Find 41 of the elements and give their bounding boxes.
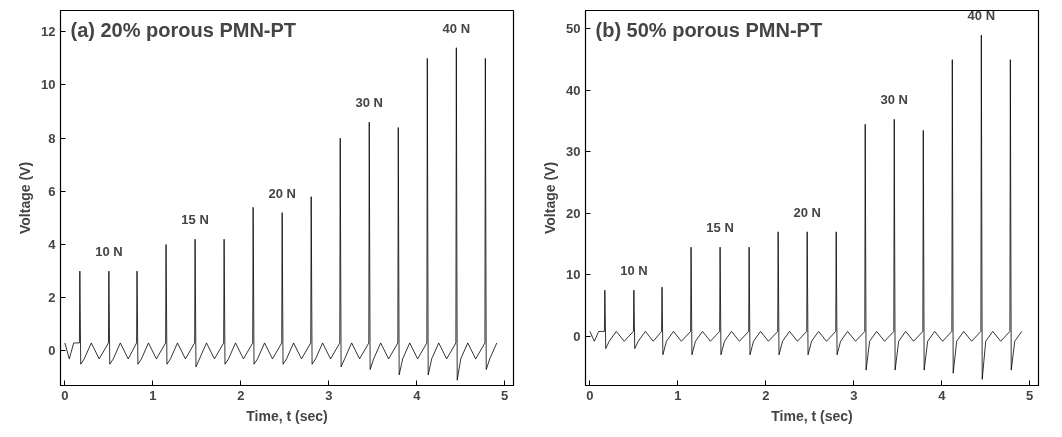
x-tick-label: 2 [237, 387, 245, 403]
annotation: 10 N [620, 263, 648, 279]
y-tick-label: 10 [41, 77, 56, 93]
y-tick-label: 30 [566, 144, 581, 160]
x-tick-label: 2 [762, 387, 770, 403]
x-tick-label: 1 [149, 387, 157, 403]
y-tick-label: 40 [566, 82, 581, 98]
x-tick-label: 3 [325, 387, 333, 403]
y-axis-title: Voltage (V) [542, 161, 559, 235]
annotation: 30 N [355, 95, 383, 111]
chart-title: (b) 50% porous PMN-PT [595, 18, 823, 41]
y-tick-label: 0 [48, 343, 56, 359]
y-tick-label: 10 [566, 267, 581, 283]
x-tick-label: 1 [674, 387, 682, 403]
annotation: 20 N [793, 204, 821, 220]
y-tick-label: 50 [566, 21, 581, 37]
annotation: 30 N [880, 92, 908, 108]
x-tick-label: 4 [938, 387, 947, 403]
y-tick-label: 6 [48, 183, 56, 199]
x-axis-title: Time, t (sec) [246, 407, 328, 424]
chart-title: (a) 20% porous PMN-PT [70, 18, 297, 41]
annotation: 15 N [706, 220, 734, 236]
y-tick-label: 12 [41, 24, 56, 40]
y-tick-label: 20 [566, 205, 581, 221]
x-tick-label: 0 [586, 387, 594, 403]
y-tick-label: 0 [573, 328, 581, 344]
annotation: 40 N [967, 8, 996, 24]
annotation: 40 N [442, 20, 471, 36]
annotation: 15 N [181, 212, 209, 228]
y-tick-label: 4 [48, 237, 57, 253]
x-tick-label: 0 [61, 387, 69, 403]
x-tick-label: 5 [1026, 387, 1034, 403]
y-tick-label: 8 [48, 130, 56, 146]
y-tick-label: 2 [48, 290, 56, 306]
x-tick-label: 5 [501, 387, 509, 403]
y-axis-title: Voltage (V) [17, 161, 34, 235]
annotation: 20 N [268, 185, 296, 201]
x-tick-label: 4 [413, 387, 422, 403]
x-tick-label: 3 [850, 387, 858, 403]
annotation: 10 N [95, 244, 123, 260]
x-axis-title: Time, t (sec) [771, 407, 853, 424]
